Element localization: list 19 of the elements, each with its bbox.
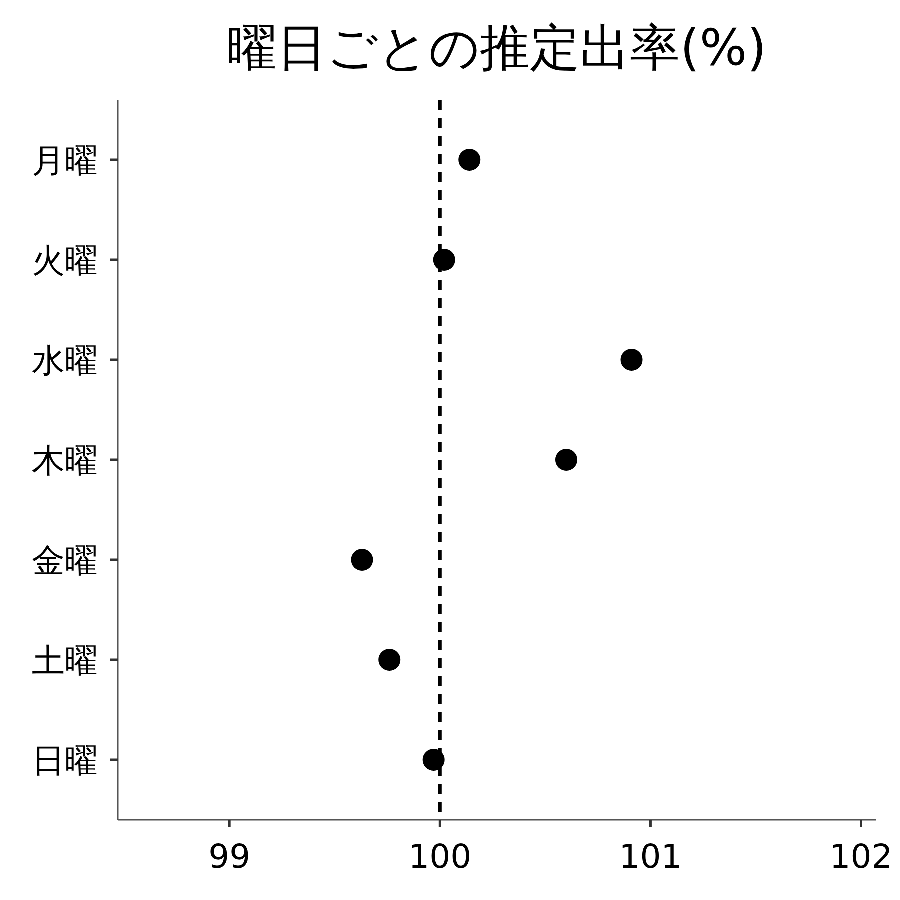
x-tick-label: 102 <box>830 837 893 876</box>
point <box>351 549 374 571</box>
y-tick-label: 火曜 <box>32 241 98 280</box>
point <box>458 149 481 171</box>
y-tick-label: 水曜 <box>32 341 98 380</box>
x-tick-label: 101 <box>619 837 682 876</box>
x-tick-label: 99 <box>208 837 251 876</box>
x-tick-label: 100 <box>408 837 472 876</box>
y-tick-label: 木曜 <box>32 441 98 480</box>
point <box>620 349 643 371</box>
point <box>422 749 445 771</box>
y-tick-label: 金曜 <box>32 541 98 580</box>
point <box>433 249 456 271</box>
y-tick-label: 土曜 <box>32 641 98 680</box>
point <box>555 449 578 471</box>
chart-title: 曜日ごとの推定出率(%) <box>227 19 767 77</box>
point <box>378 649 401 671</box>
y-tick-label: 月曜 <box>32 141 98 180</box>
y-tick-label: 日曜 <box>32 741 98 780</box>
